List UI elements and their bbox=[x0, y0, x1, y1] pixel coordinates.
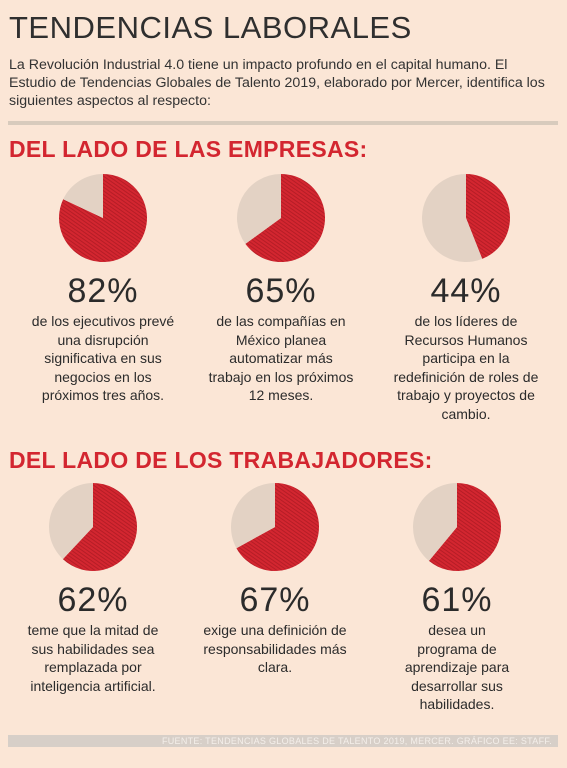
pie-slice-rest bbox=[422, 174, 483, 262]
stat-percentage: 61% bbox=[421, 581, 493, 619]
stat-card: 61% desea un programa de aprendizaje par… bbox=[367, 482, 547, 714]
stat-card: 44% de los líderes de Recursos Humanos p… bbox=[376, 173, 556, 423]
pie-slice-rest bbox=[237, 174, 281, 244]
stat-card: 62% teme que la mitad de sus habilidades… bbox=[3, 482, 183, 695]
pie-slice-rest bbox=[231, 483, 275, 549]
stat-description: de los líderes de Recursos Humanos parti… bbox=[393, 313, 539, 422]
pie-chart bbox=[422, 174, 511, 262]
intro-text: La Revolución Industrial 4.0 tiene un im… bbox=[9, 57, 545, 109]
pie-chart bbox=[48, 483, 137, 571]
footer-bar: FUENTE: TENDENCIAS GLOBALES DE TALENTO 2… bbox=[8, 735, 558, 747]
stat-card: 82% de los ejecutivos prevé una disrupci… bbox=[13, 173, 193, 405]
stat-description: teme que la mitad de sus habilidades sea… bbox=[27, 622, 159, 694]
pie-slice-highlight bbox=[58, 174, 147, 262]
stat-card: 67% exige una definición de responsabili… bbox=[185, 482, 365, 677]
stat-percentage: 67% bbox=[239, 581, 311, 619]
section-title-trabajadores: DEL LADO DE LOS TRABAJADORES: bbox=[9, 447, 433, 473]
source-note: FUENTE: TENDENCIAS GLOBALES DE TALENTO 2… bbox=[161, 736, 552, 746]
stat-description: de las compañías en México planea automa… bbox=[208, 313, 354, 403]
pie-chart bbox=[413, 483, 501, 571]
pie-slice-rest bbox=[48, 483, 93, 560]
pie-slice-rest bbox=[413, 483, 457, 561]
pie-slice-highlight bbox=[466, 174, 511, 259]
divider bbox=[8, 121, 558, 125]
pie-slice-highlight bbox=[62, 483, 137, 571]
stat-percentage: 62% bbox=[57, 581, 129, 619]
stat-description: exige una definición de responsabilidade… bbox=[203, 622, 347, 675]
pie-slice-rest bbox=[63, 174, 103, 218]
pie-chart bbox=[58, 174, 147, 262]
stat-description: desea un programa de aprendizaje para de… bbox=[404, 622, 510, 712]
section-title-empresas: DEL LADO DE LAS EMPRESAS: bbox=[9, 136, 368, 162]
pie-chart bbox=[231, 483, 319, 571]
stat-percentage: 65% bbox=[245, 272, 317, 310]
stat-description: de los ejecutivos prevé una disrupción s… bbox=[31, 313, 175, 403]
pie-slice-highlight bbox=[236, 483, 319, 571]
pie-slice-highlight bbox=[428, 483, 501, 571]
stat-card: 65% de las compañías en México planea au… bbox=[191, 173, 371, 405]
stat-percentage: 44% bbox=[430, 272, 502, 310]
stat-percentage: 82% bbox=[67, 272, 139, 310]
page-title: TENDENCIAS LABORALES bbox=[9, 10, 412, 45]
pie-chart bbox=[237, 174, 325, 262]
pie-slice-highlight bbox=[245, 174, 325, 262]
